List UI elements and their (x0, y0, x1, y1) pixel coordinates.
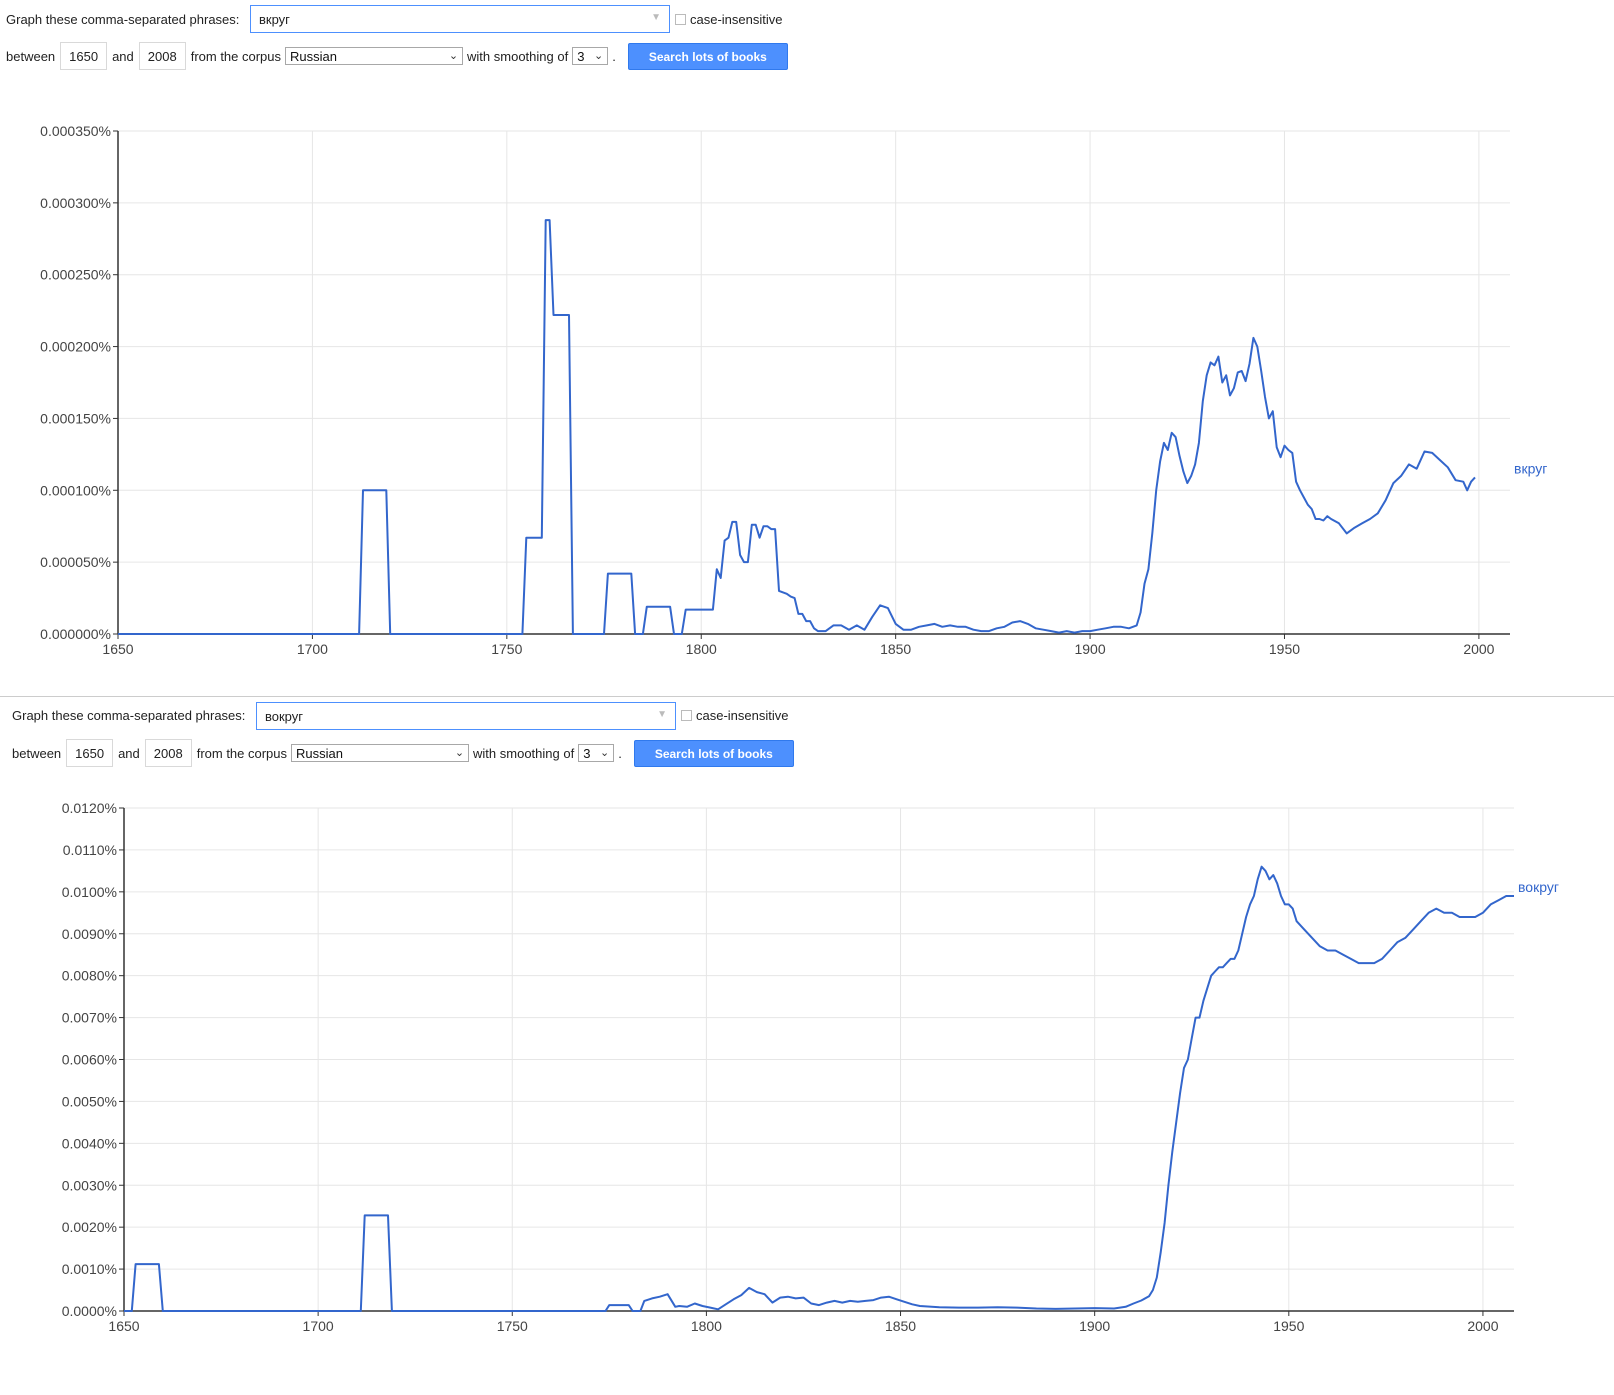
start-year-input[interactable]: 1650 (66, 739, 114, 767)
y-tick-label: 0.0090% (62, 926, 117, 942)
y-tick-label: 0.0050% (62, 1093, 117, 1109)
case-insensitive-checkbox[interactable] (675, 14, 686, 25)
range-row: between 1650 and 2008 from the corpus Ru… (12, 739, 794, 767)
gridlines (124, 807, 1514, 1311)
end-year-input[interactable]: 2008 (138, 42, 186, 70)
y-tick-label: 0.0070% (62, 1010, 117, 1026)
chevron-down-icon: ⌄ (593, 50, 604, 62)
ngram-panel-2: Graph these comma-separated phrases: вок… (0, 697, 1614, 1395)
case-insensitive-label: case-insensitive (696, 708, 789, 723)
phrase-input[interactable]: вокруг ▼ (256, 702, 676, 730)
corpus-value: Russian (290, 49, 337, 64)
y-tick-label: 0.0020% (62, 1219, 117, 1235)
case-insensitive-checkbox[interactable] (681, 710, 692, 721)
search-button[interactable]: Search lots of books (627, 42, 788, 70)
x-tick-label: 1900 (1079, 1318, 1110, 1334)
smoothing-label: with smoothing of (473, 745, 575, 761)
smoothing-value: 3 (583, 746, 591, 761)
x-tick-label: 1800 (686, 641, 717, 657)
case-insensitive-control: case-insensitive (675, 708, 789, 723)
range-row: between 1650 and 2008 from the corpus Ru… (6, 42, 788, 70)
x-tick-label: 1850 (880, 641, 911, 657)
y-tick-label: 0.000250% (40, 267, 111, 283)
phrase-row: Graph these comma-separated phrases: (12, 708, 245, 723)
between-label: between (6, 48, 56, 64)
axes: 0.000000% 0.000050% 0.000100% 0.000150% 0.00… (40, 123, 1510, 657)
corpus-label: from the corpus (196, 745, 288, 761)
series-label: вокруг (1518, 879, 1559, 895)
case-insensitive-control: case-insensitive (669, 12, 783, 27)
chevron-down-icon: ⌄ (454, 747, 465, 759)
period: . (618, 745, 622, 761)
chevron-down-icon: ⌄ (448, 50, 459, 62)
y-tick-label: 0.0100% (62, 884, 117, 900)
y-tick-label: 0.000100% (40, 482, 111, 498)
corpus-label: from the corpus (190, 48, 282, 64)
smoothing-select[interactable]: 3 ⌄ (572, 47, 609, 65)
case-insensitive-label: case-insensitive (690, 12, 783, 27)
x-tick-label: 1750 (491, 641, 522, 657)
chevron-down-icon: ▼ (657, 709, 667, 720)
x-tick-label: 1950 (1273, 1318, 1304, 1334)
y-tick-label: 0.0010% (62, 1261, 117, 1277)
smoothing-label: with smoothing of (467, 48, 569, 64)
y-tick-label: 0.0030% (62, 1177, 117, 1193)
x-tick-label: 2000 (1463, 641, 1494, 657)
y-tick-label: 0.000200% (40, 339, 111, 355)
x-tick-label: 1650 (108, 1318, 139, 1334)
end-year-input[interactable]: 2008 (144, 739, 192, 767)
x-tick-label: 1850 (885, 1318, 916, 1334)
and-label: and (118, 745, 140, 761)
y-tick-label: 0.000050% (40, 554, 111, 570)
start-year-input[interactable]: 1650 (60, 42, 108, 70)
y-tick-label: 0.000300% (40, 195, 111, 211)
corpus-value: Russian (296, 746, 343, 761)
ngram-panel-1: Graph these comma-separated phrases: вкр… (0, 0, 1614, 696)
x-tick-label: 1700 (297, 641, 328, 657)
corpus-select[interactable]: Russian ⌄ (285, 47, 464, 65)
between-label: between (12, 745, 62, 761)
y-tick-label: 0.0080% (62, 968, 117, 984)
smoothing-select[interactable]: 3 ⌄ (578, 744, 615, 762)
y-tick-label: 0.0110% (63, 842, 117, 858)
y-tick-label: 0.0120% (62, 800, 117, 816)
phrase-value: вкруг (259, 12, 290, 27)
y-tick-label: 0.0040% (62, 1135, 117, 1151)
series-line (124, 865, 1514, 1312)
x-tick-label: 1650 (102, 641, 133, 657)
series-label: вкруг (1514, 460, 1547, 476)
y-tick-label: 0.0000% (62, 1303, 117, 1319)
phrases-label: Graph these comma-separated phrases: (6, 12, 240, 27)
x-tick-label: 1750 (497, 1318, 528, 1334)
corpus-select[interactable]: Russian ⌄ (291, 744, 470, 762)
x-tick-label: 2000 (1467, 1318, 1498, 1334)
period: . (612, 48, 616, 64)
phrases-label: Graph these comma-separated phrases: (12, 708, 246, 723)
ngram-chart: 0.000000% 0.000050% 0.000100% 0.000150% 0.00… (40, 123, 1547, 657)
chevron-down-icon: ▼ (651, 12, 661, 23)
phrase-row: Graph these comma-separated phrases: (6, 12, 239, 27)
and-label: and (112, 48, 134, 64)
series-line (118, 219, 1476, 635)
search-button[interactable]: Search lots of books (633, 739, 794, 767)
smoothing-value: 3 (577, 49, 585, 64)
gridlines (118, 130, 1510, 634)
y-tick-label: 0.0060% (62, 1052, 117, 1068)
x-tick-label: 1950 (1269, 641, 1300, 657)
y-tick-label: 0.000000% (40, 626, 111, 642)
x-tick-label: 1900 (1074, 641, 1105, 657)
x-tick-label: 1800 (691, 1318, 722, 1334)
y-tick-label: 0.000150% (40, 410, 111, 426)
phrase-value: вокруг (265, 709, 304, 724)
phrase-input[interactable]: вкруг ▼ (250, 5, 670, 33)
y-tick-label: 0.000350% (40, 123, 111, 139)
ngram-chart: 0.0000% 0.0010% 0.0020% 0.0030% 0.0040% 0.005… (62, 800, 1559, 1334)
axes: 0.0000% 0.0010% 0.0020% 0.0030% 0.0040% 0.005… (62, 800, 1514, 1334)
panel-divider (0, 696, 1614, 697)
x-tick-label: 1700 (303, 1318, 334, 1334)
chevron-down-icon: ⌄ (599, 747, 610, 759)
